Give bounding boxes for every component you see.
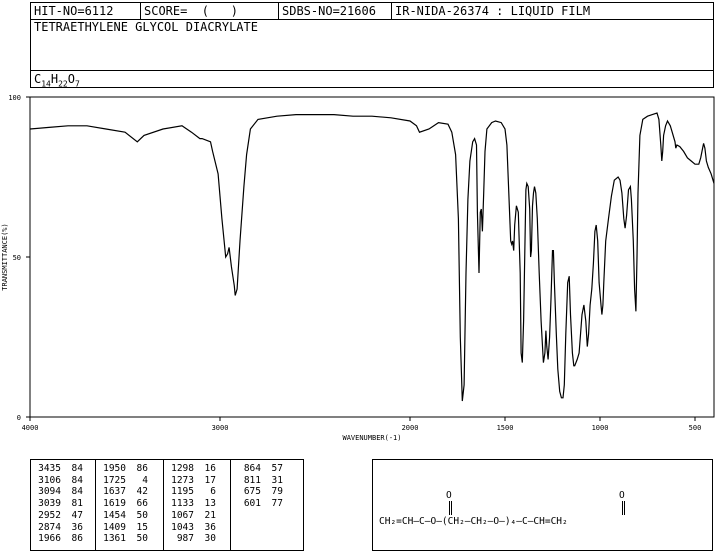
peak-transmittance: 4 — [142, 474, 148, 486]
peak-transmittance: 6 — [210, 486, 216, 498]
carbonyl-oxygen-left: O — [446, 490, 452, 501]
spectrum-line — [29, 112, 715, 402]
peak-transmittance: 84 — [71, 486, 83, 498]
header-row: HIT-NO=6112 SCORE= ( ) SDBS-NO=21606 IR-… — [31, 3, 713, 20]
peak-transmittance: 84 — [71, 463, 83, 474]
sdbs-number: SDBS-NO=21606 — [279, 3, 392, 19]
peak-transmittance: 57 — [271, 463, 283, 474]
peak-wavenumber: 2952 — [38, 509, 61, 521]
structure-formula: CH₂=CH—C—O—(CH₂—CH₂—O—)₄—C—CH=CH₂ — [379, 516, 568, 527]
peak-wavenumber: 3435 — [38, 463, 61, 474]
peak-wavenumber: 1298 — [171, 463, 194, 474]
spectrum-header: HIT-NO=6112 SCORE= ( ) SDBS-NO=21606 IR-… — [30, 2, 714, 88]
ir-identifier: IR-NIDA-26374 : LIQUID FILM — [395, 4, 591, 18]
peak-transmittance: 36 — [71, 521, 83, 533]
peak-wavenumber: 1637 — [103, 486, 126, 498]
peak-transmittance: 47 — [71, 509, 83, 521]
carbonyl-bond-right — [622, 501, 624, 515]
formula-divider — [31, 70, 713, 71]
peak-wavenumber: 1409 — [103, 521, 126, 533]
molecular-formula: C14H22O7 — [34, 72, 80, 89]
x-tick-label: 4000 — [22, 424, 39, 432]
carbonyl-bond-left-2 — [451, 501, 453, 515]
peak-wavenumber: 1950 — [103, 463, 126, 474]
peak-transmittance: 50 — [136, 509, 148, 521]
structure-diagram: CH₂=CH—C—O—(CH₂—CH₂—O—)₄—C—CH=CH₂ O O — [372, 459, 713, 551]
x-tick-label: 1000 — [592, 424, 609, 432]
score: SCORE= ( ) — [141, 3, 279, 19]
peak-transmittance: 42 — [136, 486, 148, 498]
peak-transmittance: 86 — [136, 463, 148, 474]
peak-wavenumber: 1619 — [103, 498, 126, 510]
peak-column: 1298 16 1273 17 1195 6 1133 13 1067 21 1043 36 987 30 — [164, 460, 231, 550]
peak-wavenumber: 3039 — [38, 498, 61, 510]
compound-name: TETRAETHYLENE GLYCOL DIACRYLATE — [34, 20, 258, 34]
peak-wavenumber: 675 — [243, 486, 261, 498]
peak-table: 3435 84 3106 84 3094 84 3039 81 2952 47 2874 36 1966… — [30, 459, 304, 551]
peak-transmittance: 13 — [204, 498, 216, 510]
peak-transmittance: 86 — [71, 533, 83, 545]
peak-transmittance: 16 — [204, 463, 216, 474]
peak-wavenumber: 1361 — [103, 533, 126, 545]
y-tick-label: 50 — [13, 254, 21, 262]
peak-transmittance: 50 — [136, 533, 148, 545]
peak-column: 3435 84 3106 84 3094 84 3039 81 2952 47 2874 36 1966… — [31, 460, 96, 550]
peak-wavenumber: 1273 — [171, 474, 194, 486]
peak-transmittance: 31 — [271, 474, 283, 486]
x-tick-label: 3000 — [212, 424, 229, 432]
peak-wavenumber: 2874 — [38, 521, 61, 533]
peak-wavenumber: 1725 — [103, 474, 126, 486]
peak-transmittance: 36 — [204, 521, 216, 533]
y-tick-label: 0 — [17, 414, 21, 422]
ir-spectrum-chart: 4000 3000 2000 1500 1000 500 0 50 100 WAVENUMBER… — [1, 94, 715, 442]
plot-frame — [29, 96, 715, 418]
peak-column: 864 57 811 31 675 79 601 77 — [231, 460, 303, 550]
peak-wavenumber: 864 — [243, 463, 261, 474]
peak-wavenumber: 3106 — [38, 474, 61, 486]
carbonyl-oxygen-right: O — [619, 490, 625, 501]
peak-transmittance: 81 — [71, 498, 83, 510]
peak-transmittance: 79 — [271, 486, 283, 498]
x-tick-label: 1500 — [497, 424, 514, 432]
x-axis-label: WAVENUMBER(-1) — [342, 434, 401, 442]
peak-wavenumber: 601 — [243, 498, 261, 510]
peak-transmittance: 15 — [136, 521, 148, 533]
x-tick-label: 500 — [689, 424, 702, 432]
carbonyl-bond-right-2 — [624, 501, 626, 515]
peak-wavenumber: 1067 — [171, 509, 194, 521]
y-axis-label: TRANSMITTANCE(%) — [1, 223, 9, 290]
peak-wavenumber: 811 — [243, 474, 261, 486]
peak-wavenumber: 1133 — [171, 498, 194, 510]
y-tick-label: 100 — [8, 94, 21, 102]
peak-wavenumber: 3094 — [38, 486, 61, 498]
peak-transmittance: 21 — [204, 509, 216, 521]
peak-transmittance: 66 — [136, 498, 148, 510]
peak-column: 1950 86 1725 4 1637 42 1619 66 1454 50 1409 15 1361 5… — [96, 460, 164, 550]
peak-wavenumber: 1195 — [171, 486, 194, 498]
peak-wavenumber: 987 — [176, 533, 194, 545]
peak-wavenumber: 1966 — [38, 533, 61, 545]
carbonyl-bond-left — [449, 501, 451, 515]
peak-wavenumber: 1043 — [171, 521, 194, 533]
peak-transmittance: 30 — [204, 533, 216, 545]
x-tick-label: 2000 — [402, 424, 419, 432]
hit-number: HIT-NO=6112 — [31, 3, 141, 19]
peak-transmittance: 84 — [71, 474, 83, 486]
peak-wavenumber: 1454 — [103, 509, 126, 521]
peak-transmittance: 77 — [271, 498, 283, 510]
peak-transmittance: 17 — [204, 474, 216, 486]
